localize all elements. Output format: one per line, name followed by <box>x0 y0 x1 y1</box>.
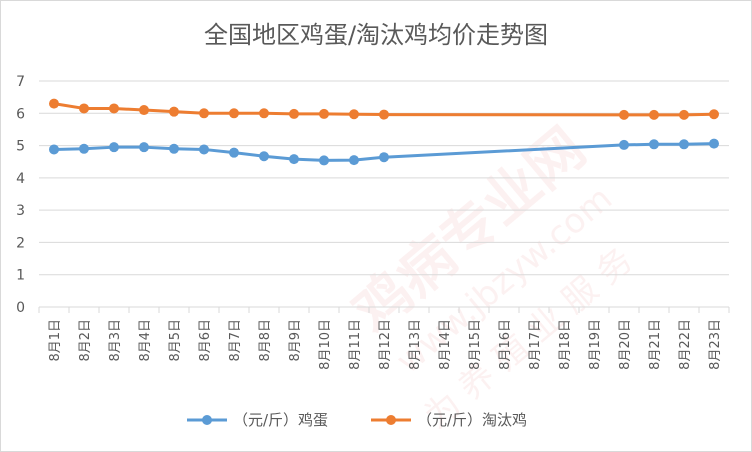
x-tick-label: 8月18日 <box>558 319 573 370</box>
x-tick-label: 8月7日 <box>228 319 243 362</box>
legend-marker <box>386 415 396 425</box>
legend-item: （元/斤）鸡蛋 <box>187 411 328 429</box>
data-point <box>709 138 719 149</box>
data-point <box>289 108 299 119</box>
data-point <box>649 109 659 120</box>
y-tick-label: 2 <box>16 235 25 251</box>
x-tick-label: 8月2日 <box>78 319 93 362</box>
x-tick-label: 8月10日 <box>318 319 333 370</box>
data-point <box>709 109 719 120</box>
data-point <box>139 142 149 153</box>
x-tick-label: 8月3日 <box>108 319 123 362</box>
legend-label: （元/斤）鸡蛋 <box>233 411 328 429</box>
x-tick-label: 8月4日 <box>138 319 153 362</box>
data-point <box>199 108 209 119</box>
y-tick-label: 6 <box>16 106 25 122</box>
x-tick-label: 8月1日 <box>48 319 63 362</box>
data-point <box>679 109 689 120</box>
x-tick-label: 8月21日 <box>648 319 663 370</box>
x-tick-label: 8月12日 <box>378 319 393 370</box>
x-tick-label: 8月23日 <box>708 319 723 370</box>
legend-item: （元/斤）淘汰鸡 <box>371 411 527 429</box>
y-tick-label: 7 <box>16 74 25 90</box>
y-tick-label: 3 <box>16 203 25 219</box>
data-point <box>79 103 89 114</box>
data-point <box>79 143 89 154</box>
legend: （元/斤）鸡蛋 （元/斤）淘汰鸡 <box>187 411 527 429</box>
series-group <box>49 98 719 166</box>
data-point <box>649 139 659 150</box>
data-point <box>349 155 359 166</box>
x-tick-label: 8月11日 <box>348 319 363 370</box>
watermark: 鸡病专业网 www.jbzyw.com 为 养 殖 业 服 务 <box>342 116 641 437</box>
x-tick-label: 8月20日 <box>618 319 633 370</box>
data-point <box>619 139 629 150</box>
series-1 <box>49 138 719 166</box>
legend-marker <box>202 415 212 425</box>
x-tick-label: 8月14日 <box>438 319 453 370</box>
data-point <box>229 108 239 119</box>
data-point <box>199 144 209 155</box>
data-point <box>619 109 629 120</box>
x-tick-label: 8月22日 <box>678 319 693 370</box>
data-point <box>379 152 389 163</box>
x-tick-label: 8月16日 <box>498 319 513 370</box>
x-tick-label: 8月17日 <box>528 319 543 370</box>
y-tick-label: 0 <box>16 300 25 316</box>
data-point <box>259 151 269 162</box>
data-point <box>169 143 179 154</box>
x-tick-label: 8月9日 <box>288 319 303 362</box>
x-tick-label: 8月13日 <box>408 319 423 370</box>
x-tick-label: 8月19日 <box>588 319 603 370</box>
data-point <box>49 98 59 109</box>
x-tick-label: 8月5日 <box>168 319 183 362</box>
data-point <box>109 142 119 153</box>
x-tick-label: 8月15日 <box>468 319 483 370</box>
series-2 <box>49 98 719 120</box>
y-axis: 0 1 2 3 4 5 6 7 <box>16 74 25 316</box>
data-point <box>49 144 59 155</box>
chart-title: 全国地区鸡蛋/淘汰鸡均价走势图 <box>204 21 548 49</box>
data-point <box>679 139 689 150</box>
series-line <box>53 102 715 117</box>
data-point <box>229 147 239 158</box>
data-point <box>289 154 299 165</box>
x-tick-label: 8月8日 <box>258 319 273 362</box>
data-point <box>169 106 179 117</box>
series-line <box>53 142 715 162</box>
x-axis: 8月1日 8月2日 8月3日 8月4日 8月5日 8月6日 8月7日 8月8日 8月9日 8月10… <box>38 306 730 370</box>
y-tick-label: 1 <box>16 268 25 284</box>
y-tick-label: 5 <box>16 139 25 155</box>
y-tick-label: 4 <box>16 171 25 187</box>
data-point <box>319 155 329 166</box>
data-point <box>109 103 119 114</box>
data-point <box>379 109 389 120</box>
data-point <box>259 108 269 119</box>
legend-label: （元/斤）淘汰鸡 <box>417 411 527 429</box>
x-tick-label: 8月6日 <box>198 319 213 362</box>
data-point <box>319 108 329 119</box>
data-point <box>139 105 149 116</box>
data-point <box>349 109 359 120</box>
